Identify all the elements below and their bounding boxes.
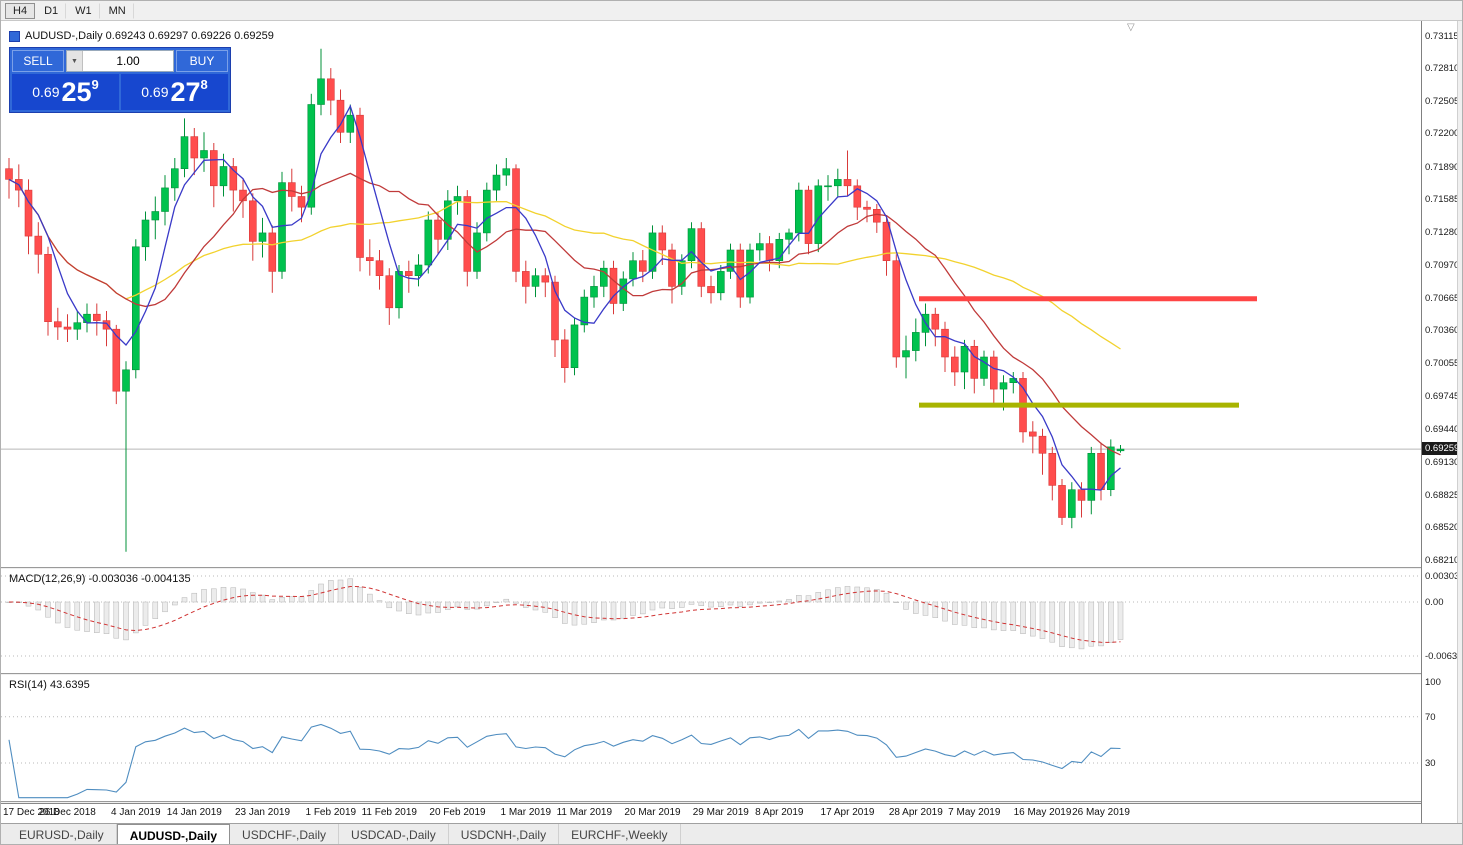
tab-audusd-daily[interactable]: AUDUSD-,Daily <box>116 824 231 844</box>
date-axis-label: 23 Jan 2019 <box>234 807 291 818</box>
rsi-axis-label: 70 <box>1425 711 1436 723</box>
sell-price-main: 25 <box>61 76 92 107</box>
macd-axis-label: -0.006311 <box>1425 651 1463 662</box>
rsi-label: RSI(14) 43.6395 <box>9 679 90 691</box>
buy-button[interactable]: BUY <box>176 50 228 72</box>
price-axis-label: 0.69130 <box>1425 456 1460 468</box>
buy-price-pip: 8 <box>200 76 208 92</box>
tab-usdchf-daily[interactable]: USDCHF-,Daily <box>230 824 340 844</box>
symbol-ohlc-text: AUDUSD-,Daily 0.69243 0.69297 0.69226 0.… <box>25 30 274 42</box>
sell-price-box[interactable]: 0.69 25 9 <box>12 74 119 110</box>
date-axis-label: 11 Mar 2019 <box>556 807 612 818</box>
date-axis-label: 20 Mar 2019 <box>624 807 681 818</box>
date-axis-label: 28 Apr 2019 <box>888 807 943 818</box>
timeframe-button-d1[interactable]: D1 <box>36 2 67 19</box>
sell-price-pip: 9 <box>91 76 99 92</box>
macd-chart[interactable] <box>1 569 1421 673</box>
price-axis-label: 0.68520 <box>1425 522 1460 534</box>
current-price-tag: 0.69259 <box>1422 442 1459 456</box>
price-axis-label: 0.68825 <box>1425 489 1460 501</box>
rsi-axis-label: 30 <box>1425 758 1436 769</box>
rsi-axis-label: 100 <box>1425 677 1441 688</box>
tab-eurchf-weekly[interactable]: EURCHF-,Weekly <box>559 824 681 844</box>
vertical-scrollbar[interactable] <box>1457 21 1462 823</box>
macd-panel[interactable]: MACD(12,26,9) -0.003036 -0.004135 <box>1 569 1421 673</box>
date-axis-label: 8 Apr 2019 <box>755 807 804 818</box>
price-axis-label: 0.70970 <box>1425 260 1460 271</box>
chart-shift-marker-icon[interactable]: ▽ <box>1127 22 1135 33</box>
tab-eurusd-daily[interactable]: EURUSD-,Daily <box>7 824 117 844</box>
tab-usdcad-daily[interactable]: USDCAD-,Daily <box>339 824 449 844</box>
rsi-panel[interactable]: RSI(14) 43.6395 <box>1 675 1421 801</box>
date-axis-label: 1 Mar 2019 <box>500 807 552 818</box>
price-axis-label: 0.69745 <box>1425 391 1460 403</box>
date-axis-label: 20 Feb 2019 <box>429 807 486 818</box>
date-axis-label: 1 Feb 2019 <box>305 807 357 818</box>
price-axis-label: 0.70665 <box>1425 292 1460 304</box>
date-axis-label: 17 Dec 2018 <box>3 807 60 818</box>
buy-price-box[interactable]: 0.69 27 8 <box>121 74 228 110</box>
sell-button[interactable]: SELL <box>12 50 64 72</box>
price-axis-label: 0.69440 <box>1425 423 1460 435</box>
price-axis-label: 0.72810 <box>1425 63 1460 75</box>
date-axis-label: 7 May 2019 <box>948 807 1001 818</box>
price-axis-label: 0.70055 <box>1425 357 1460 369</box>
chevron-down-icon: ▼ <box>71 57 78 65</box>
panel-divider[interactable] <box>1 801 1462 803</box>
timeframe-button-h4[interactable]: H4 <box>5 2 36 19</box>
price-axis-label: 0.68210 <box>1425 555 1460 567</box>
price-axis-label: 0.71585 <box>1425 194 1460 206</box>
buy-price-prefix: 0.69 <box>141 84 169 100</box>
chart-symbol-icon <box>9 30 20 42</box>
sell-price-prefix: 0.69 <box>32 84 60 100</box>
timeframe-button-w1[interactable]: W1 <box>67 2 100 19</box>
date-axis-label: 11 Feb 2019 <box>361 807 417 818</box>
chart-tab-bar: EURUSD-,Daily AUDUSD-,Daily USDCHF-,Daily U… <box>1 823 1462 844</box>
price-axis-label: 0.72200 <box>1425 128 1460 140</box>
price-axis-label: 0.73115 <box>1425 30 1459 42</box>
tab-usdcnh-daily[interactable]: USDCNH-,Daily <box>449 824 560 844</box>
price-axis: 0.69259 0.73115 0.72810 0.72505 0.72200 0.71… <box>1421 21 1462 823</box>
timeframe-toolbar: H4 D1 W1 MN <box>1 1 1462 21</box>
buy-price-main: 27 <box>170 76 201 107</box>
date-axis-label: 26 Dec 2018 <box>39 807 96 818</box>
panel-divider[interactable] <box>1 567 1462 569</box>
price-axis-label: 0.72505 <box>1425 95 1460 107</box>
macd-axis-label: 0.003035 <box>1425 571 1463 582</box>
price-axis-label: 0.71280 <box>1425 226 1460 238</box>
rsi-chart[interactable] <box>1 675 1421 801</box>
date-axis-label: 16 May 2019 <box>1013 807 1072 818</box>
date-axis-label: 26 May 2019 <box>1072 807 1130 818</box>
main-chart[interactable]: AUDUSD-,Daily 0.69243 0.69297 0.69226 0.… <box>1 21 1421 567</box>
candlestick-chart[interactable] <box>1 21 1421 567</box>
date-axis-label: 14 Jan 2019 <box>166 807 222 818</box>
symbol-info: AUDUSD-,Daily 0.69243 0.69297 0.69226 0.… <box>9 30 274 42</box>
volume-input[interactable] <box>83 53 173 69</box>
date-axis-label: 4 Jan 2019 <box>111 807 161 818</box>
timeframe-button-mn[interactable]: MN <box>101 2 134 19</box>
price-axis-label: 0.70360 <box>1425 325 1460 337</box>
date-axis: 17 Dec 2018 26 Dec 2018 4 Jan 2019 14 Jan 2… <box>1 803 1421 823</box>
volume-field: ▼ <box>66 50 174 72</box>
date-axis-label: 17 Apr 2019 <box>820 807 875 818</box>
volume-dropdown-button[interactable]: ▼ <box>67 51 83 71</box>
macd-axis-label: 0.00 <box>1425 597 1444 608</box>
panel-divider[interactable] <box>1 673 1462 675</box>
price-axis-label: 0.71890 <box>1425 161 1460 173</box>
macd-label: MACD(12,26,9) -0.003036 -0.004135 <box>9 573 191 585</box>
date-axis-label: 29 Mar 2019 <box>692 807 749 818</box>
